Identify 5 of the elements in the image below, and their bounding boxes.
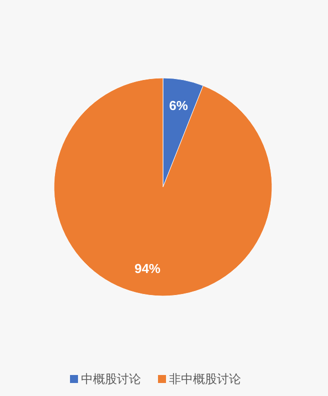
legend-label: 非中概股讨论 [169, 372, 241, 386]
pie-slice [54, 78, 272, 296]
data-label: 6% [169, 98, 188, 114]
legend-label: 中概股讨论 [81, 372, 141, 386]
data-label: 94% [134, 260, 161, 276]
